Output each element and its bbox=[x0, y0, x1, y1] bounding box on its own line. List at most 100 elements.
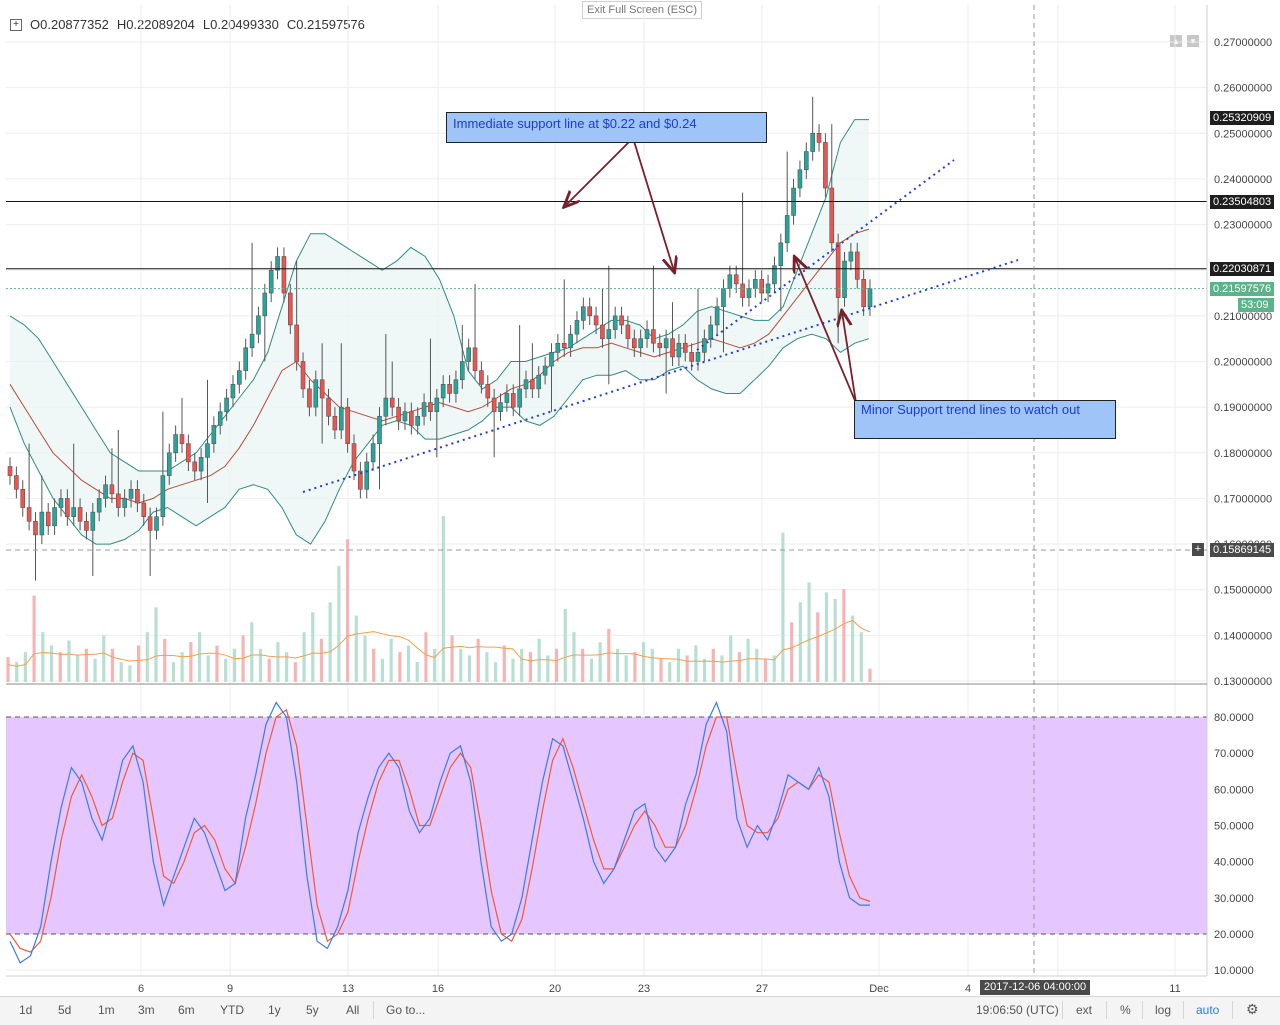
chart-svg[interactable]: 0.27000000 0.26000000 0.25000000 0.24000000… bbox=[0, 0, 1280, 996]
candle-body bbox=[268, 269, 274, 294]
stoch-tick-label: 60.0000 bbox=[1214, 784, 1254, 796]
volume-bar bbox=[676, 648, 681, 682]
price-tick-label: 0.18000000 bbox=[1214, 448, 1272, 460]
upper-band-price-label: 0.25320909 bbox=[1210, 111, 1274, 125]
candle-body bbox=[243, 347, 249, 371]
volume-bar bbox=[41, 632, 45, 682]
range-1y[interactable]: 1y bbox=[268, 1003, 281, 1017]
candle-body bbox=[587, 306, 593, 317]
add-alert-icon[interactable]: + bbox=[1192, 543, 1204, 556]
price-tick-label: 0.25000000 bbox=[1214, 128, 1272, 140]
candle-body bbox=[402, 411, 408, 422]
volume-bar bbox=[285, 652, 289, 682]
collapse-legend-icon[interactable]: + bbox=[10, 18, 22, 31]
ext-toggle[interactable]: ext bbox=[1076, 1003, 1093, 1017]
volume-bar bbox=[607, 628, 611, 682]
volume-bar bbox=[755, 648, 759, 682]
time-tick-label: Dec bbox=[869, 983, 889, 995]
goto-button[interactable]: Go to... bbox=[386, 1003, 426, 1017]
volume-bar bbox=[154, 607, 158, 682]
volume-bar bbox=[345, 539, 350, 682]
volume-bar bbox=[215, 645, 219, 682]
volume-bar bbox=[293, 662, 297, 682]
candle-body bbox=[186, 443, 191, 463]
candle-body bbox=[154, 516, 159, 531]
candle-body bbox=[383, 397, 389, 417]
volume-bar bbox=[119, 662, 123, 682]
range-all[interactable]: All bbox=[346, 1003, 360, 1017]
candle-body bbox=[797, 169, 803, 189]
candle-body bbox=[759, 279, 765, 294]
candle-body bbox=[619, 315, 624, 326]
candle-body bbox=[472, 347, 478, 371]
volume-bar bbox=[128, 665, 132, 682]
settings-gear-icon[interactable]: ⚙ bbox=[1246, 1001, 1259, 1017]
arrow-down-icon[interactable]: ▾ bbox=[1187, 35, 1199, 47]
level-low-price-label: 0.22030871 bbox=[1210, 262, 1274, 276]
low-value: 0.20499330 bbox=[210, 17, 279, 32]
candle-body bbox=[491, 397, 497, 413]
candle-body bbox=[663, 338, 669, 349]
volume-bar bbox=[32, 595, 36, 682]
volume-bar bbox=[842, 589, 846, 682]
range-1d[interactable]: 1d bbox=[19, 1003, 33, 1017]
volume-bar bbox=[859, 632, 863, 682]
candle-body bbox=[338, 406, 344, 431]
candle-body bbox=[109, 484, 115, 495]
volume-bar bbox=[511, 658, 515, 682]
stoch-tick-label: 50.0000 bbox=[1214, 821, 1254, 833]
candle-body bbox=[249, 333, 255, 349]
bollinger-basis bbox=[9, 228, 870, 504]
range-5y[interactable]: 5y bbox=[306, 1003, 319, 1017]
range-3m[interactable]: 3m bbox=[138, 1003, 155, 1017]
range-ytd[interactable]: YTD bbox=[220, 1003, 244, 1017]
bollinger-bands bbox=[9, 119, 870, 545]
toolbar-divider bbox=[1183, 1001, 1184, 1019]
range-5d[interactable]: 5d bbox=[58, 1003, 72, 1017]
price-tick-label: 0.13000000 bbox=[1214, 676, 1272, 688]
candle-body bbox=[753, 279, 758, 289]
volume-bar bbox=[145, 632, 149, 682]
annotation-support[interactable]: Immediate support line at $0.22 and $0.2… bbox=[446, 112, 767, 143]
volume-bar bbox=[781, 532, 785, 682]
volume-bar bbox=[833, 599, 837, 682]
stoch-d-line bbox=[9, 708, 871, 953]
volume-bar bbox=[415, 662, 419, 682]
candle-body bbox=[708, 324, 714, 339]
candle-body bbox=[549, 352, 554, 367]
candle-body bbox=[593, 315, 599, 326]
arrow-up-icon[interactable]: ▴ bbox=[1170, 35, 1182, 47]
volume-bar bbox=[581, 648, 585, 682]
volume-bar bbox=[206, 655, 210, 682]
candle-body bbox=[275, 256, 280, 271]
candle-body bbox=[20, 488, 26, 508]
time-tick-label: 23 bbox=[638, 983, 650, 995]
candle-body bbox=[217, 411, 223, 426]
range-1m[interactable]: 1m bbox=[98, 1003, 115, 1017]
volume-bar bbox=[546, 655, 550, 682]
volume-bar bbox=[763, 658, 768, 682]
volume-bar bbox=[337, 565, 341, 682]
candle-body bbox=[510, 393, 516, 408]
auto-toggle[interactable]: auto bbox=[1196, 1003, 1220, 1017]
percent-toggle[interactable]: % bbox=[1120, 1003, 1131, 1017]
candle-body bbox=[772, 265, 777, 285]
annotation-arrow bbox=[795, 258, 857, 404]
candle-body bbox=[842, 260, 847, 298]
open-label: O bbox=[30, 17, 41, 32]
volume-bar bbox=[406, 645, 411, 682]
annotation-trend[interactable]: Minor Support trend lines to watch out bbox=[854, 400, 1116, 439]
log-toggle[interactable]: log bbox=[1155, 1003, 1172, 1017]
volume-bar bbox=[224, 658, 228, 682]
toolbar-divider bbox=[373, 1001, 374, 1019]
candle-body bbox=[345, 406, 350, 444]
exit-fullscreen-button[interactable]: Exit Full Screen (ESC) bbox=[582, 1, 703, 19]
range-6m[interactable]: 6m bbox=[178, 1003, 195, 1017]
candle-body bbox=[358, 470, 363, 490]
stoch-tick-label: 70.0000 bbox=[1214, 748, 1254, 760]
volume-bar bbox=[798, 602, 802, 682]
volume-bar bbox=[615, 648, 620, 682]
toolbar-divider bbox=[1142, 1001, 1143, 1019]
bollinger-lower bbox=[9, 333, 870, 545]
high-label: H bbox=[116, 17, 127, 32]
